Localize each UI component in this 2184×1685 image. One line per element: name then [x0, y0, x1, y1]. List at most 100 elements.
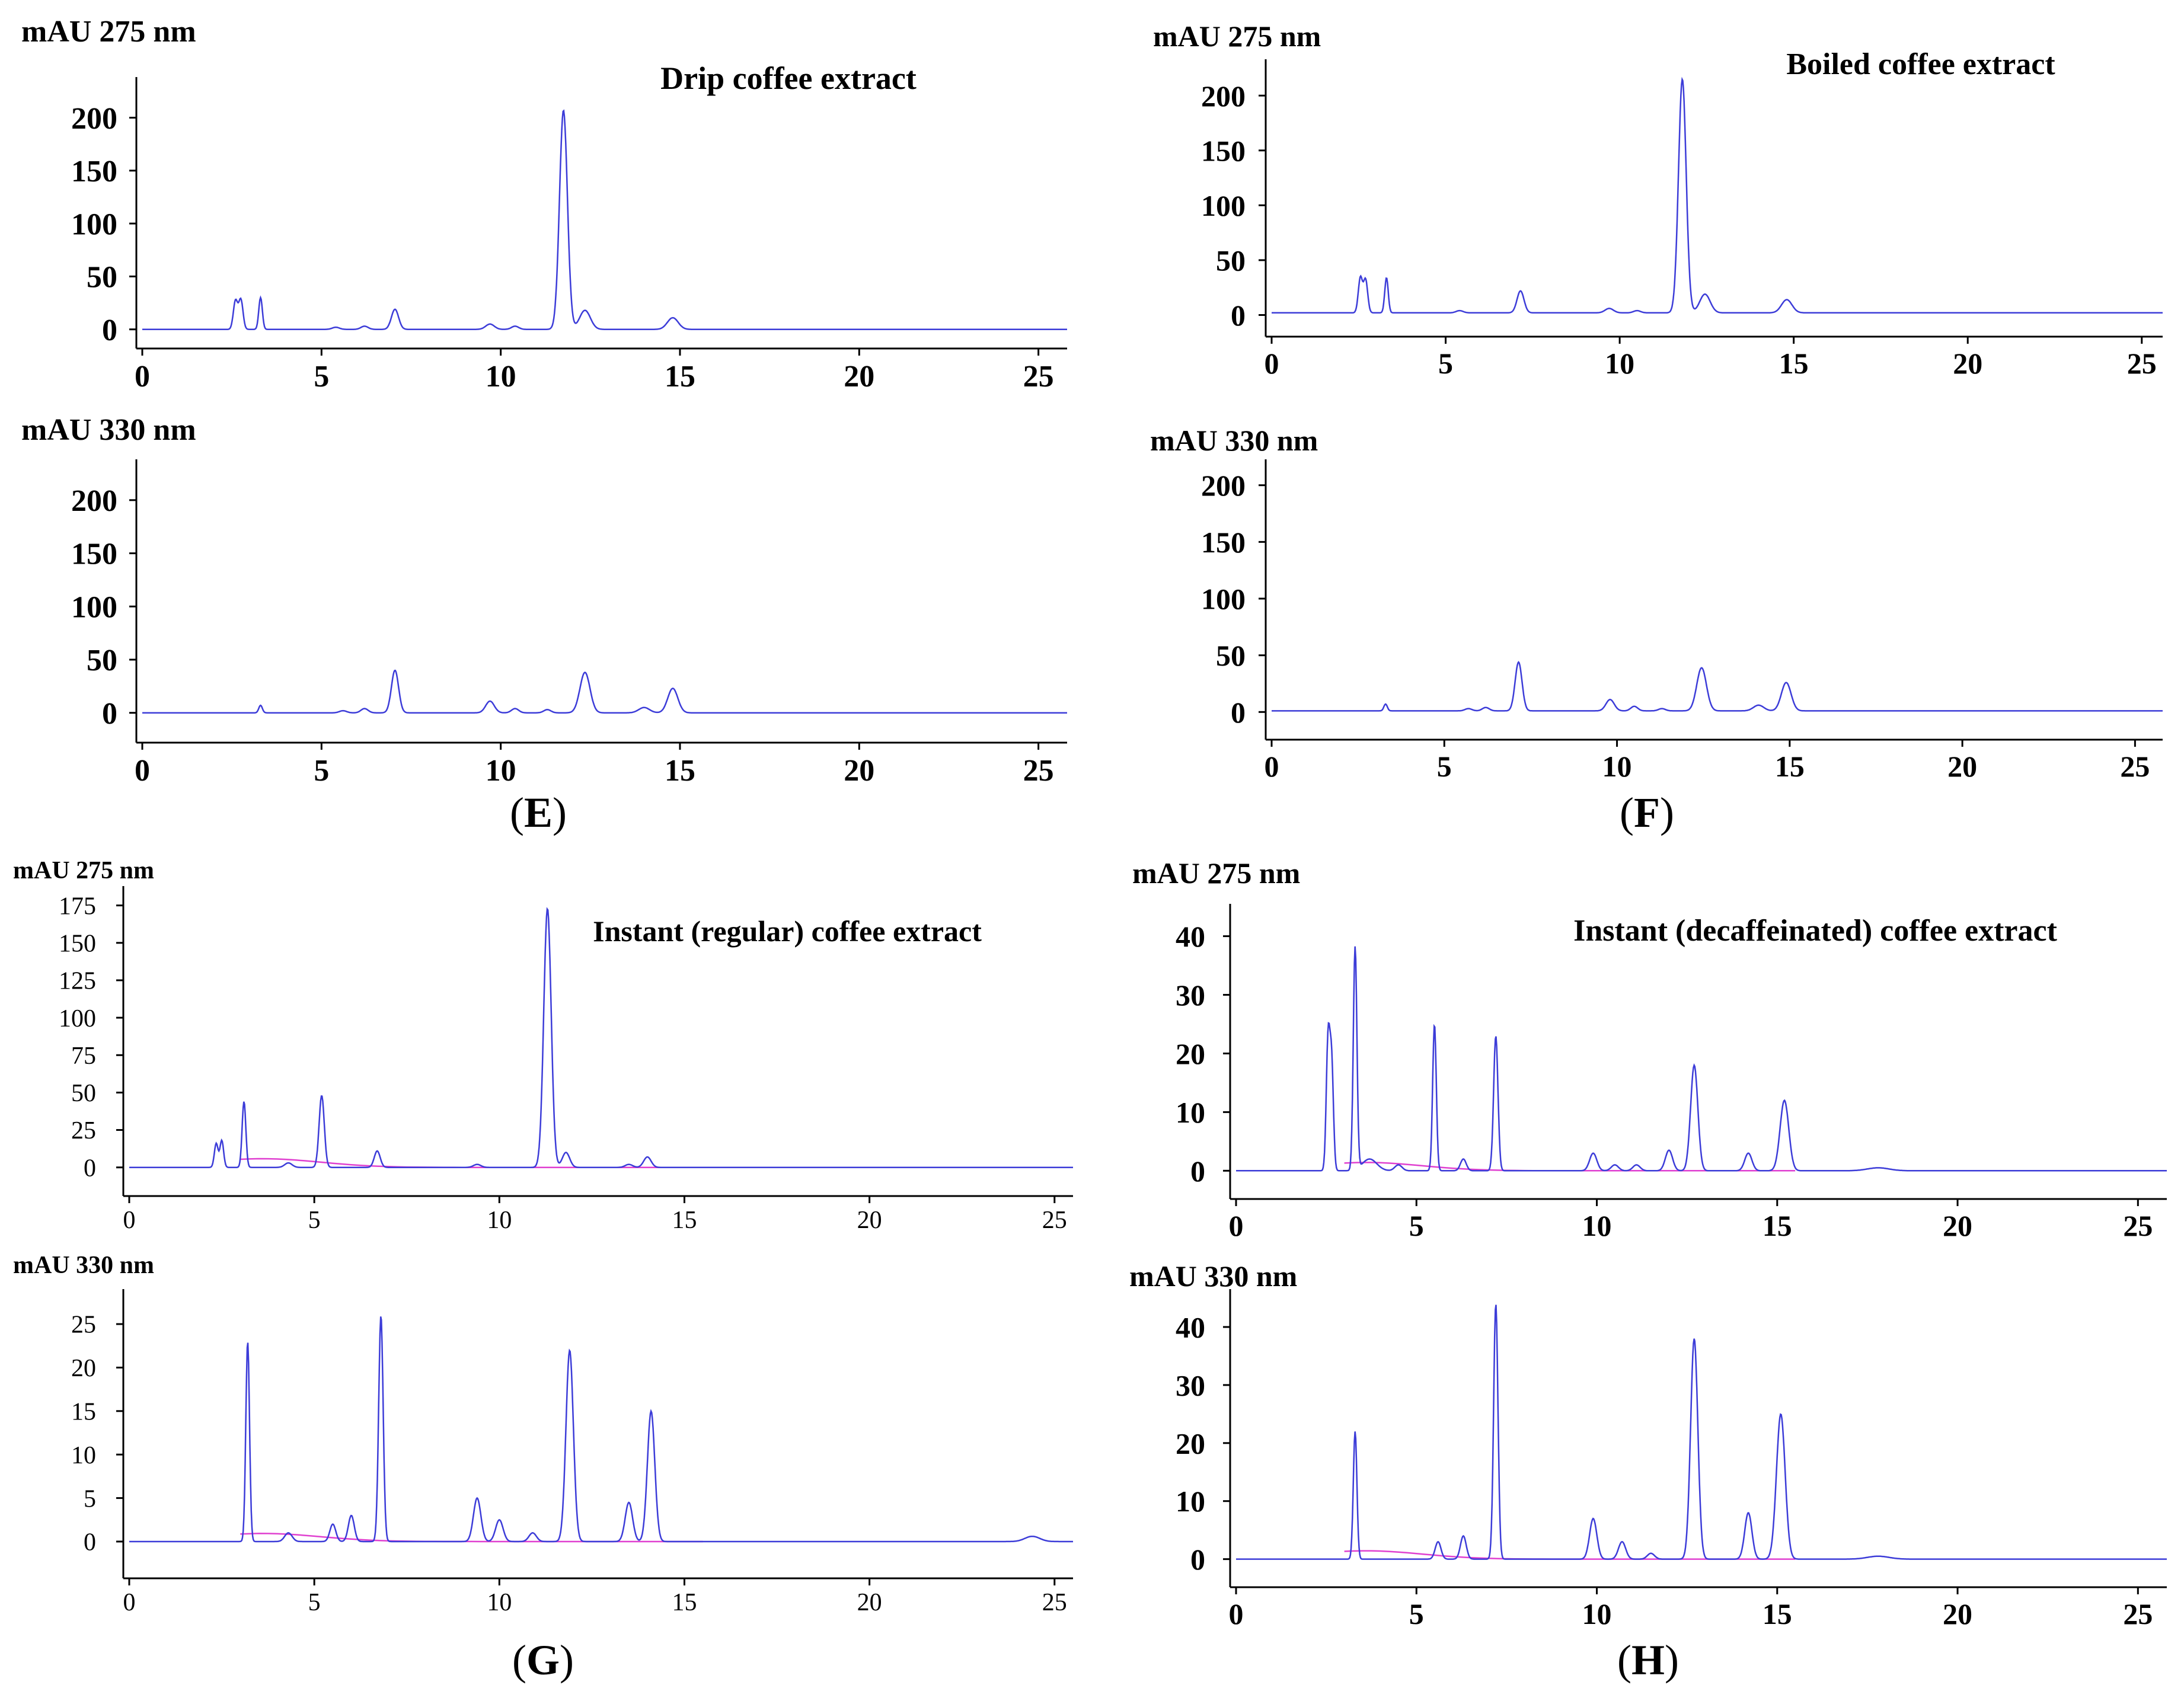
x-tick-label: 5	[308, 1589, 321, 1616]
chart-title: Boiled coffee extract	[1786, 47, 2055, 81]
y-tick-label: 100	[71, 590, 117, 624]
x-tick-label: 10	[487, 1589, 512, 1616]
x-tick-label: 25	[1023, 754, 1054, 788]
x-tick-label: 0	[123, 1207, 136, 1234]
x-tick-label: 25	[2123, 1597, 2153, 1630]
chromatogram-h-275: 0 5 10 15 20 25 0 10 20 30 40 mAU 275 nm Instant (de…	[1132, 856, 2167, 1242]
panel-label-h: (H)	[1617, 1636, 1679, 1684]
y-tick-label: 50	[1216, 244, 1246, 277]
x-tick-label: 5	[1437, 750, 1452, 783]
x-tick-label: 20	[857, 1589, 882, 1616]
y-tick-label: 75	[71, 1043, 96, 1070]
y-tick-label: 0	[84, 1155, 96, 1182]
x-tick-label: 0	[1229, 1597, 1244, 1630]
x-tick-label: 15	[1779, 347, 1809, 380]
panel-label-e: (E)	[510, 789, 567, 836]
y-tick-label: 30	[1176, 1369, 1205, 1402]
x-tick-label: 20	[844, 754, 874, 788]
y-tick-label: 20	[71, 1355, 96, 1382]
y-tick-label: 200	[1201, 79, 1246, 113]
chromatogram-trace	[142, 109, 1067, 330]
x-tick-label: 5	[1409, 1209, 1424, 1242]
x-tick-label: 25	[1042, 1589, 1067, 1616]
y-tick-label: 0	[84, 1529, 96, 1556]
chromatogram-trace	[1272, 660, 2163, 712]
x-tick-label: 5	[314, 754, 329, 788]
chromatogram-h-330: 0 5 10 15 20 25 0 10 20 30 40 mAU 330 nm	[1129, 1259, 2167, 1630]
x-tick-label: 0	[1265, 347, 1279, 380]
chromatogram-trace	[142, 669, 1067, 714]
x-tick-label: 5	[1409, 1597, 1424, 1630]
y-tick-label: 150	[71, 155, 117, 188]
x-tick-label: 15	[1762, 1209, 1792, 1242]
x-tick-label: 25	[1023, 360, 1054, 394]
y-tick-label: 200	[71, 484, 117, 518]
x-tick-label: 10	[1582, 1209, 1612, 1242]
x-tick-label: 0	[1265, 750, 1279, 783]
chromatogram-trace	[129, 907, 1073, 1168]
x-tick-label: 15	[665, 754, 695, 788]
y-tick-label: 200	[71, 102, 117, 136]
x-tick-label: 10	[1602, 750, 1632, 783]
y-axis-label: mAU 330 nm	[21, 413, 196, 447]
y-tick-label: 0	[1190, 1543, 1205, 1576]
y-tick-label: 0	[102, 697, 117, 731]
y-tick-label: 200	[1201, 469, 1246, 502]
x-tick-label: 25	[1042, 1207, 1067, 1234]
chromatogram-trace	[129, 1316, 1073, 1543]
x-tick-label: 15	[672, 1207, 697, 1234]
x-tick-label: 0	[1229, 1209, 1244, 1242]
y-axis-label: mAU 275 nm	[13, 857, 154, 884]
x-tick-label: 15	[1775, 750, 1805, 783]
y-tick-label: 20	[1176, 1037, 1205, 1070]
y-tick-label: 150	[1201, 134, 1246, 167]
y-tick-label: 25	[71, 1312, 96, 1339]
y-tick-label: 100	[1201, 583, 1246, 616]
y-tick-label: 0	[1231, 299, 1246, 332]
x-tick-label: 25	[2127, 347, 2157, 380]
panel-label-f: (F)	[1620, 789, 1674, 836]
chromatogram-f-275: 0 5 10 15 20 25 0 50 100 150 200 mAU 275 nm Boiled c…	[1153, 20, 2163, 380]
y-tick-label: 50	[87, 644, 117, 677]
y-tick-label: 40	[1176, 920, 1205, 953]
y-tick-label: 150	[71, 538, 117, 571]
x-tick-label: 5	[308, 1207, 321, 1234]
y-axis-label: mAU 330 nm	[13, 1252, 154, 1279]
x-tick-label: 20	[857, 1207, 882, 1234]
y-tick-label: 30	[1176, 979, 1205, 1012]
y-tick-label: 100	[71, 207, 117, 241]
y-tick-label: 0	[1231, 696, 1246, 729]
y-tick-label: 10	[1176, 1485, 1205, 1518]
x-tick-label: 10	[486, 360, 516, 394]
chromatogram-trace	[1236, 946, 2167, 1172]
y-tick-label: 100	[1201, 189, 1246, 222]
y-tick-label: 10	[1176, 1096, 1205, 1129]
y-tick-label: 100	[59, 1005, 96, 1032]
y-tick-label: 20	[1176, 1427, 1205, 1460]
chromatogram-g-330: 0 5 10 15 20 25 0 5 10 15 20 25 mAU 330 nm	[13, 1252, 1073, 1616]
y-tick-label: 150	[1201, 526, 1246, 559]
y-tick-label: 50	[87, 261, 117, 295]
x-tick-label: 25	[2120, 750, 2150, 783]
x-tick-label: 25	[2123, 1209, 2153, 1242]
y-tick-label: 10	[71, 1442, 96, 1469]
y-tick-label: 125	[59, 968, 96, 995]
x-tick-label: 10	[1582, 1597, 1612, 1630]
x-tick-label: 20	[1943, 1209, 1972, 1242]
chromatogram-e-330: 0 5 10 15 20 25 0 50 100 150 200 mAU 330 nm	[21, 413, 1067, 788]
integration-baseline	[240, 1533, 703, 1543]
x-tick-label: 15	[665, 360, 695, 394]
chromatogram-e-275: 0 5 10 15 20 25 0 50 100 150 200 mAU 275 nm Drip cof…	[21, 15, 1067, 394]
x-tick-label: 10	[487, 1207, 512, 1234]
y-tick-label: 50	[71, 1080, 96, 1107]
integration-baseline	[1344, 1550, 1796, 1560]
x-tick-label: 20	[844, 360, 874, 394]
chromatogram-g-275: 0 5 10 15 20 25 0 25 50 75 100 125 150 175 mAU 275 nm I…	[13, 857, 1073, 1234]
chart-title: Instant (decaffeinated) coffee extract	[1573, 914, 2057, 948]
y-axis-label: mAU 275 nm	[1153, 20, 1321, 53]
chromatogram-trace	[1236, 1304, 2167, 1560]
panel-label-g: (G)	[512, 1636, 574, 1684]
x-tick-label: 5	[1438, 347, 1453, 380]
x-tick-label: 20	[1953, 347, 1982, 380]
y-tick-label: 25	[71, 1117, 96, 1144]
